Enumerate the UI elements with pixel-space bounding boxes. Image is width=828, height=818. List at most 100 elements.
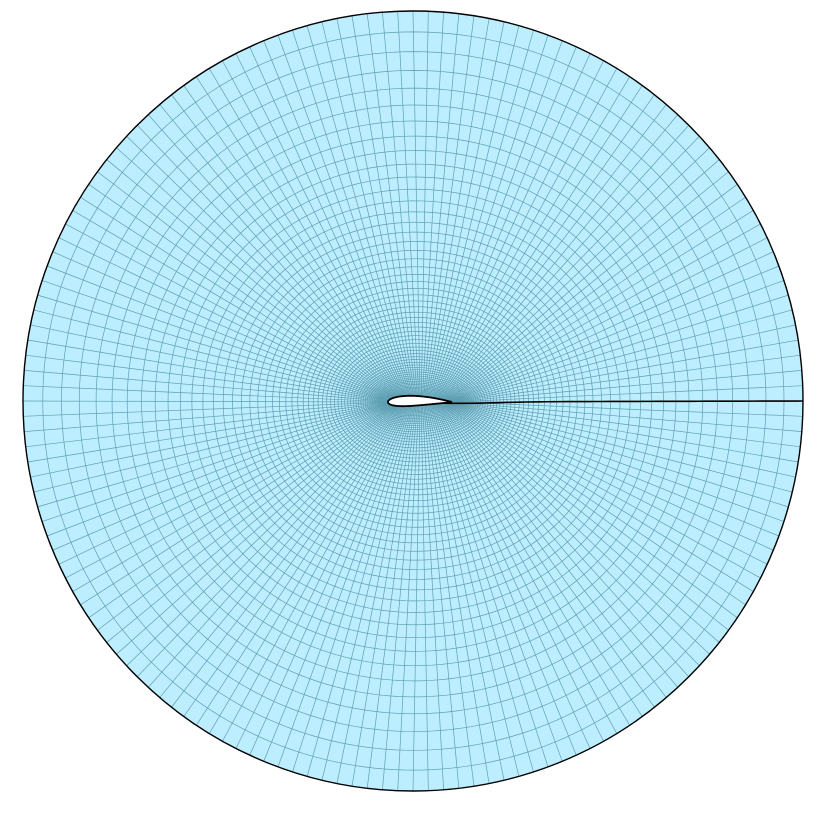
mesh-radial-line <box>41 280 390 401</box>
mesh-ring <box>360 367 479 435</box>
mesh-radial-line <box>447 210 754 402</box>
mesh-radial-line <box>439 403 655 708</box>
mesh-radial-line <box>263 405 409 762</box>
mesh-radial-line <box>449 265 780 402</box>
mesh-radial-line <box>46 404 391 537</box>
mesh-radial-line <box>429 404 534 773</box>
mesh-radial-line <box>249 46 407 397</box>
mesh-radial-line <box>136 405 398 678</box>
mesh-radial-line <box>97 171 395 398</box>
mesh-radial-line <box>196 405 403 726</box>
mesh-radial-line <box>434 403 591 749</box>
mesh-radial-line <box>451 401 802 432</box>
mesh-radial-line <box>336 18 415 396</box>
mesh-radial-line <box>222 405 405 742</box>
mesh-radial-line <box>424 404 475 787</box>
mesh-radial-lines <box>22 10 804 792</box>
mesh-radial-line <box>65 404 392 579</box>
mesh-radial-line <box>412 405 421 792</box>
mesh-radial-line <box>434 53 591 399</box>
mesh-radial-line <box>159 405 400 698</box>
mesh-radial-line <box>433 403 577 756</box>
mesh-radial-line <box>351 405 416 787</box>
mesh-radial-line <box>449 251 774 402</box>
mesh-radial-line <box>336 405 415 784</box>
mesh-ring <box>375 382 465 419</box>
mesh-ring <box>373 381 466 421</box>
mesh-radial-line <box>429 29 534 398</box>
mesh-radial-line <box>58 237 392 400</box>
mesh-radial-line <box>451 370 802 403</box>
mesh-radial-line <box>23 385 389 403</box>
mesh-radial-line <box>52 251 391 400</box>
mesh-ring <box>372 379 468 423</box>
mesh-radial-line <box>33 309 389 401</box>
mesh-ring <box>355 361 484 440</box>
mesh-radial-line <box>448 402 768 565</box>
mesh-radial-line <box>422 12 444 397</box>
mesh-radial-line <box>430 404 549 767</box>
mesh-radial-line <box>427 404 505 781</box>
mesh-radial-line <box>159 104 400 397</box>
mesh-radial-line <box>65 223 392 399</box>
mesh-radial-line <box>171 405 401 708</box>
mesh-radial-line <box>443 136 700 401</box>
mesh-ring <box>378 385 462 416</box>
mesh-radial-line <box>292 405 411 773</box>
mesh-radial-line <box>450 401 789 508</box>
mesh-radial-line <box>126 405 397 666</box>
mesh-radial-line <box>435 60 604 399</box>
mesh-radial-line <box>425 404 490 784</box>
mesh-radial-line <box>116 147 396 398</box>
mesh-radial-line <box>249 405 407 756</box>
mesh-radial-line <box>30 403 389 478</box>
mesh-ring <box>385 393 455 409</box>
mesh-radial-line <box>443 402 700 666</box>
mesh-radial-line <box>306 25 412 396</box>
mesh-ring <box>383 391 456 411</box>
mesh-radial-line <box>448 223 761 402</box>
mesh-radial-line <box>445 402 729 631</box>
mesh-radial-line <box>397 405 420 791</box>
mesh-radial-line <box>445 171 729 401</box>
mesh-radial-line <box>451 309 793 403</box>
mesh-radial-line <box>171 94 401 397</box>
mesh-radial-line <box>97 405 395 631</box>
wake-cut-line <box>387 400 804 405</box>
mesh-radial-line <box>382 12 418 397</box>
mesh-ring <box>376 384 463 418</box>
mesh-radial-line <box>436 68 618 399</box>
mesh-radial-line <box>88 405 394 618</box>
airfoil-surface <box>387 394 453 408</box>
mesh-radial-line <box>437 76 630 399</box>
mesh-radial-line <box>351 15 416 396</box>
mesh-radial-line <box>420 11 429 397</box>
mesh-radial-line <box>37 294 390 401</box>
mesh-ring <box>344 350 495 452</box>
mesh-radial-line <box>183 405 402 717</box>
mesh-radial-line <box>446 402 738 618</box>
mesh-radial-line <box>433 46 577 399</box>
mesh-radial-line <box>148 114 399 397</box>
mesh-radial-line <box>41 403 390 522</box>
mesh-radial-line <box>423 13 460 397</box>
mesh-radial-line <box>450 280 785 402</box>
mesh-radial-line <box>442 402 690 678</box>
mesh-radial-line <box>449 401 774 551</box>
mesh-radial-line <box>126 136 397 398</box>
mesh-radial-line <box>263 40 409 396</box>
mesh-ring <box>382 390 457 412</box>
mesh-ring <box>362 369 477 433</box>
mesh-radial-line <box>451 324 796 403</box>
mesh-radial-line <box>52 404 391 551</box>
mesh-radial-line <box>33 403 389 493</box>
mesh-radial-line <box>292 29 411 396</box>
mesh-radial-line <box>438 85 643 400</box>
mesh-radial-line <box>428 25 520 398</box>
mesh-radial-line <box>444 402 720 643</box>
mesh-radial-line <box>235 405 406 749</box>
mesh-radial-line <box>446 184 738 401</box>
mesh-radial-line <box>25 402 389 448</box>
mesh-ring <box>366 373 473 428</box>
mesh-radial-line <box>430 35 549 398</box>
